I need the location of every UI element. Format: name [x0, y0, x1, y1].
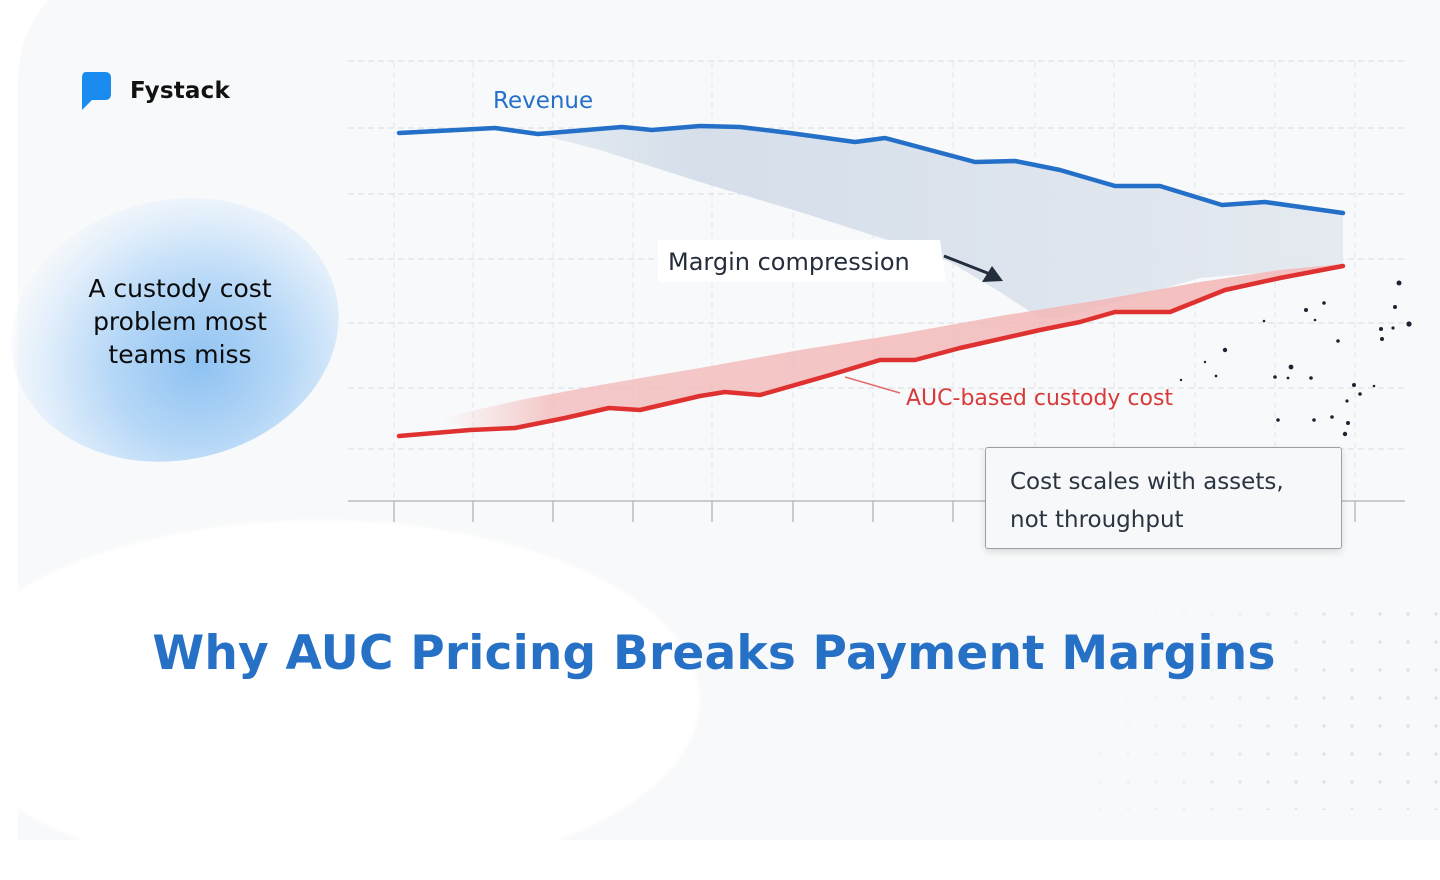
cost-leader-line	[844, 376, 901, 394]
brand-logo: Fystack	[80, 70, 230, 112]
page-title: Why AUC Pricing Breaks Payment Margins	[152, 626, 1276, 681]
subtitle-line: A custody cost	[88, 274, 272, 303]
brand-name: Fystack	[130, 78, 230, 104]
subtitle: A custody cost problem most teams miss	[40, 272, 320, 371]
margin-label-backdrop	[658, 240, 946, 282]
revenue-label: Revenue	[493, 88, 593, 114]
revenue-line	[396, 123, 1346, 216]
subtitle-line: problem most	[93, 307, 267, 336]
arrow-icon	[943, 254, 1003, 282]
callout-box: Cost scales with assets, not throughput	[985, 447, 1342, 549]
cost-label: AUC-based custody cost	[906, 386, 1173, 411]
speech-bubble-logo-icon	[82, 72, 111, 110]
cost-line	[396, 263, 1346, 439]
margin-compression-area	[538, 126, 1343, 318]
margin-compression-label: Margin compression	[668, 248, 910, 276]
scatter-dots	[1179, 280, 1412, 437]
callout-line: Cost scales with assets,	[1010, 469, 1284, 495]
cost-band-area	[440, 264, 1343, 430]
dot-grid-pattern	[1030, 600, 1440, 810]
subtitle-line: teams miss	[108, 340, 252, 369]
callout-line: not throughput	[1010, 507, 1184, 533]
